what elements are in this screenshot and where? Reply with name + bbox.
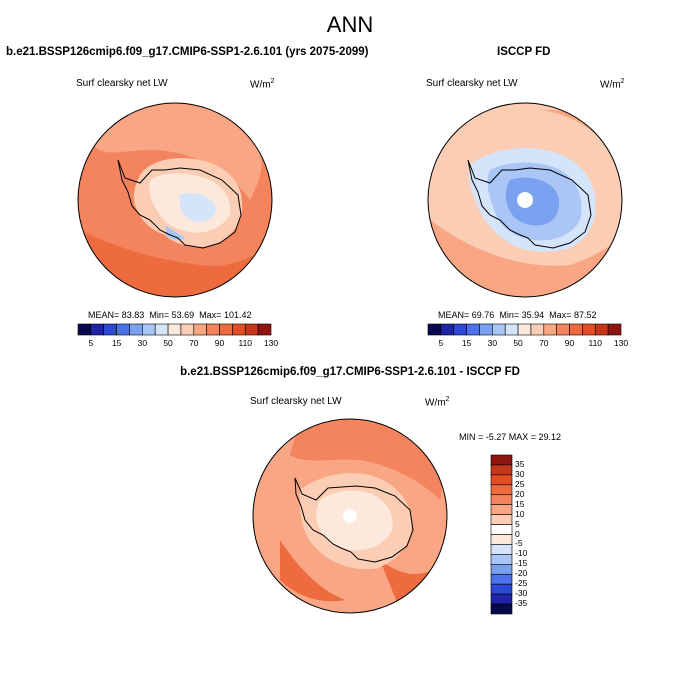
colorbar-panel-2-swatch [543, 323, 557, 336]
colorbar-diff-tick-label: 20 [515, 488, 525, 499]
colorbar-panel-2-swatch [466, 323, 480, 336]
colorbar-panel-2-swatch [453, 323, 467, 336]
colorbar-panel-2-swatch [479, 323, 493, 336]
colorbar-diff-swatch [490, 524, 513, 535]
colorbar-diff-tick-label: 10 [515, 508, 525, 519]
map-panel-2 [427, 102, 623, 298]
colorbar-panel-1-tick-label: 70 [189, 338, 199, 348]
colorbar-panel-2-swatch [569, 323, 583, 336]
diff-minmax: MIN = -5.27 MAX = 29.12 [459, 432, 562, 442]
colorbar-panel-2-swatch [607, 323, 622, 336]
panel-2-variable: Surf clearsky net LW [426, 78, 518, 89]
colorbar-diff-tick-label: -10 [515, 548, 528, 559]
colorbar-panel-2-swatch [517, 323, 532, 336]
map-panel-diff [252, 418, 448, 614]
colorbar-panel-1-swatch [129, 323, 143, 336]
colorbar-diff-swatch [490, 583, 513, 595]
colorbar-panel-1-swatch [180, 323, 195, 336]
colorbar-panel-1-swatch [116, 323, 130, 336]
colorbar-panel-1-swatch [244, 323, 259, 336]
colorbar-diff-tick-label: -30 [515, 588, 528, 599]
colorbar-panel-2-tick-label: 130 [613, 338, 629, 348]
panel-1-stats: MEAN= 83.83 Min= 53.69 Max= 101.42 [88, 310, 252, 320]
colorbar-panel-2-tick-label: 30 [487, 338, 498, 348]
colorbar-diff-tick-label: 0 [515, 528, 520, 539]
panel-1-case-title: b.e21.BSSP126cmip6.f09_g17.CMIP6-SSP1-2.… [6, 46, 369, 58]
colorbar-diff-swatch [490, 454, 513, 466]
colorbar-diff-swatch [490, 494, 513, 505]
panel-2-case-title: ISCCP FD [497, 46, 551, 58]
colorbar-panel-1-swatch [90, 323, 105, 336]
panel-2-units: W/m2 [600, 78, 625, 91]
page-title: ANN [326, 12, 374, 37]
colorbar-panel-1-swatch [154, 323, 169, 336]
colorbar-panel-2-tick-label: 70 [539, 338, 549, 348]
colorbar-panel-1-swatch [142, 323, 156, 336]
colorbar-diff-swatch [490, 534, 513, 545]
colorbar-diff-swatch [490, 593, 513, 605]
colorbar-panel-1-swatch [193, 323, 207, 336]
colorbar-diff [490, 454, 513, 615]
colorbar-panel-1-tick-label: 30 [137, 338, 148, 348]
colorbar-diff-swatch [490, 514, 513, 525]
colorbar-panel-2 [427, 323, 622, 336]
colorbar-panel-1-tick-label: 90 [214, 338, 225, 348]
colorbar-diff-tick-label: -5 [515, 538, 523, 549]
colorbar-diff-tick-label: -35 [515, 598, 528, 609]
colorbar-panel-2-tick-label: 15 [461, 338, 472, 348]
colorbar-panel-2-swatch [427, 323, 442, 336]
colorbar-diff-swatch [490, 464, 513, 476]
colorbar-diff-tick-label: 15 [515, 498, 525, 509]
map-panel-1 [77, 102, 273, 298]
colorbar-panel-1-swatch [103, 323, 117, 336]
panel-2-stats: MEAN= 69.76 Min= 35.94 Max= 87.52 [438, 310, 597, 320]
colorbar-diff-tick-label: 25 [515, 478, 525, 489]
colorbar-panel-2-swatch [492, 323, 506, 336]
colorbar-panel-1-tick-label: 50 [163, 338, 173, 348]
colorbar-panel-2-swatch [440, 323, 455, 336]
colorbar-panel-2-swatch [582, 323, 596, 336]
panel-1-variable: Surf clearsky net LW [76, 78, 168, 89]
colorbar-panel-2-tick-label: 5 [438, 338, 444, 348]
colorbar-panel-2-swatch [504, 323, 519, 336]
panel-1-units: W/m2 [250, 78, 275, 91]
colorbar-panel-2-swatch [530, 323, 545, 336]
colorbar-panel-1-swatch [167, 323, 182, 336]
colorbar-diff-swatch [490, 504, 513, 515]
colorbar-panel-1 [77, 323, 272, 336]
colorbar-panel-2-swatch [556, 323, 570, 336]
colorbar-diff-tick-label: 35 [515, 458, 525, 469]
diff-case-title: b.e21.BSSP126cmip6.f09_g17.CMIP6-SSP1-2.… [180, 366, 520, 378]
colorbar-panel-2-tick-label: 50 [513, 338, 523, 348]
colorbar-diff-swatch [490, 554, 513, 565]
colorbar-panel-1-swatch [206, 323, 220, 336]
colorbar-diff-tick-label: -25 [515, 578, 528, 589]
colorbar-diff-swatch [490, 544, 513, 555]
colorbar-diff-swatch [490, 603, 513, 615]
diff-variable: Surf clearsky net LW [250, 396, 342, 407]
colorbar-panel-1-tick-label: 5 [88, 338, 94, 348]
colorbar-panel-2-tick-label: 90 [564, 338, 575, 348]
colorbar-diff-tick-label: 5 [515, 518, 520, 529]
colorbar-diff-swatch [490, 564, 513, 575]
colorbar-diff-swatch [490, 484, 513, 496]
colorbar-panel-2-tick-label: 110 [588, 338, 603, 348]
colorbar-panel-1-swatch [219, 323, 233, 336]
colorbar-diff-tick-label: -15 [515, 558, 528, 569]
colorbar-diff-swatch [490, 474, 513, 486]
diff-units: W/m2 [425, 396, 450, 409]
colorbar-panel-1-tick-label: 130 [263, 338, 279, 348]
colorbar-panel-1-tick-label: 110 [238, 338, 253, 348]
colorbar-diff-tick-label: -20 [515, 568, 528, 579]
colorbar-panel-2-swatch [594, 323, 609, 336]
colorbar-diff-tick-label: 30 [515, 468, 525, 479]
colorbar-diff-swatch [490, 573, 513, 585]
colorbar-panel-1-swatch [232, 323, 246, 336]
colorbar-panel-1-swatch [77, 323, 92, 336]
colorbar-panel-1-tick-label: 15 [111, 338, 122, 348]
colorbar-panel-1-swatch [257, 323, 272, 336]
